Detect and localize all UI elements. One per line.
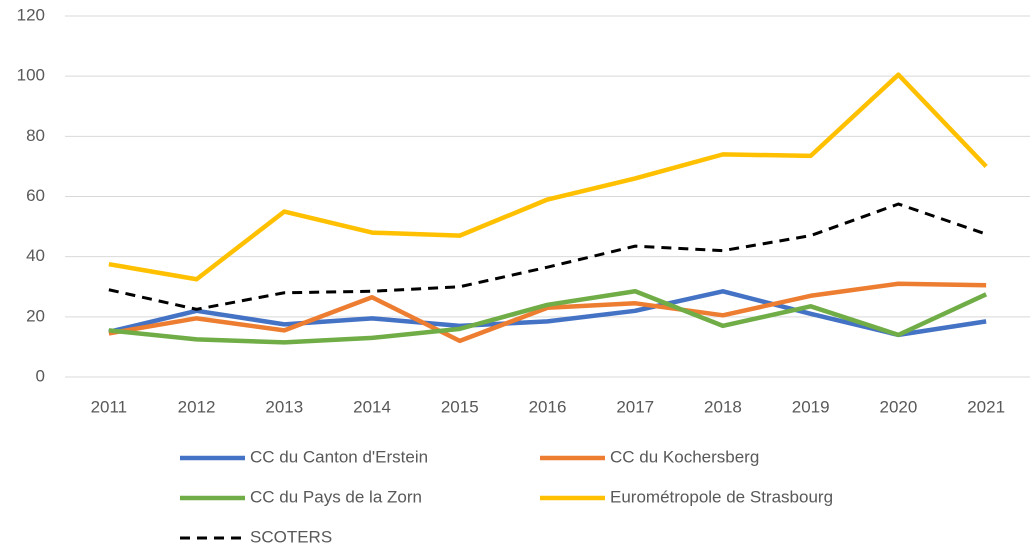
legend-label: SCOTERS [250,527,332,546]
x-tick-label: 2014 [353,397,391,416]
y-tick-label: 100 [17,66,45,85]
x-tick-label: 2020 [879,397,917,416]
x-tick-label: 2021 [967,397,1005,416]
y-tick-label: 120 [17,5,45,24]
y-tick-label: 20 [26,306,45,325]
y-tick-label: 60 [26,186,45,205]
x-tick-label: 2018 [704,397,742,416]
series-line [108,72,988,282]
legend-label: CC du Pays de la Zorn [250,487,422,506]
legend-label: CC du Canton d'Erstein [250,447,428,466]
x-tick-label: 2013 [265,397,303,416]
y-tick-label: 80 [26,126,45,145]
legend-label: CC du Kochersberg [610,447,759,466]
x-tick-label: 2016 [529,397,567,416]
x-tick-label: 2019 [792,397,830,416]
x-tick-label: 2015 [441,397,479,416]
x-tick-label: 2017 [616,397,654,416]
legend-label: Eurométropole de Strasbourg [610,487,833,506]
y-tick-label: 0 [36,366,45,385]
x-tick-label: 2011 [91,397,128,416]
series-line [108,202,987,311]
y-tick-label: 40 [26,246,45,265]
series-line [108,289,987,338]
x-tick-label: 2012 [178,397,216,416]
series-line [108,281,987,344]
series-line [108,289,988,345]
